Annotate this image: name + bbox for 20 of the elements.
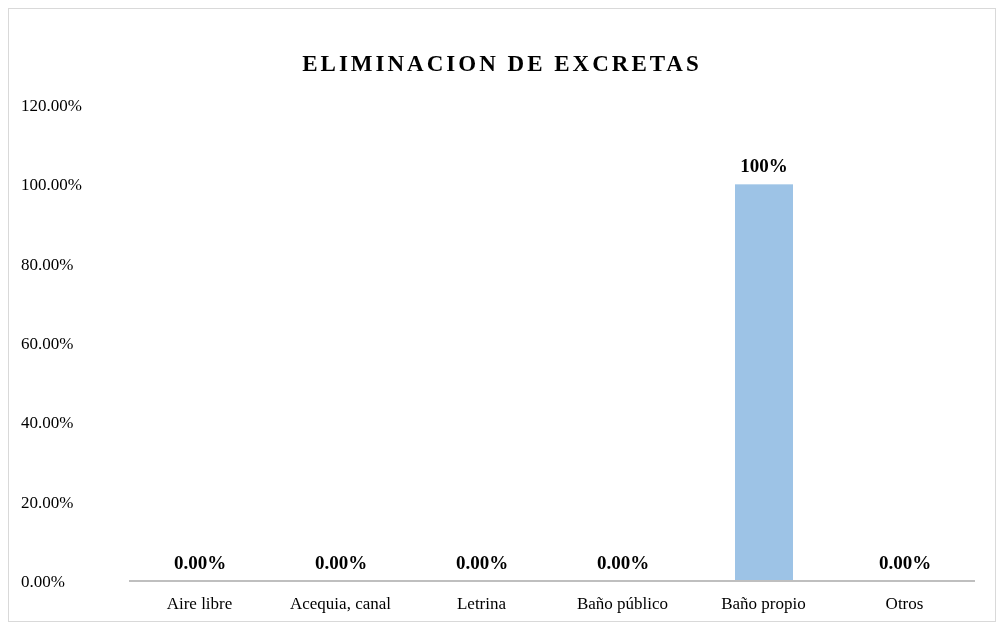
y-tick-label: 80.00% xyxy=(21,254,74,274)
y-tick-label: 120.00% xyxy=(21,96,82,116)
x-tick-label: Baño público xyxy=(576,594,669,614)
x-tick-label: Baño propio xyxy=(721,594,806,614)
data-label: 0.00% xyxy=(314,552,368,573)
data-label: 0.00% xyxy=(878,552,932,573)
y-tick-label: 0.00% xyxy=(21,572,65,592)
x-tick-label: Letrina xyxy=(456,594,507,614)
y-tick-label: 40.00% xyxy=(21,413,74,433)
data-label: 0.00% xyxy=(455,552,509,573)
chart-title: ELIMINACION DE EXCRETAS xyxy=(301,51,703,77)
data-label: 0.00% xyxy=(173,552,227,573)
x-tick-label: Acequia, canal xyxy=(290,594,392,614)
y-tick-label: 100.00% xyxy=(21,175,82,195)
data-label: 0.00% xyxy=(596,552,650,573)
y-tick-label: 20.00% xyxy=(21,492,74,512)
y-tick-label: 60.00% xyxy=(21,334,74,354)
data-label: 100% xyxy=(740,155,788,177)
x-tick-label: Aire libre xyxy=(166,594,233,614)
x-tick-label: Otros xyxy=(885,594,924,614)
